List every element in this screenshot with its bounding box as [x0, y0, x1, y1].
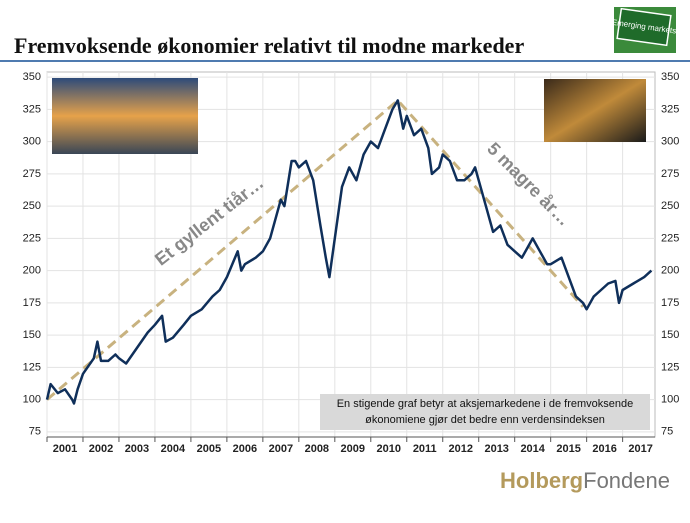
y2-tick-label: 75 [661, 426, 673, 438]
y-tick-label: 100 [23, 394, 41, 406]
y2-tick-label: 225 [661, 232, 679, 244]
y2-tick-label: 325 [661, 103, 679, 115]
note-line: En stigende graf betyr at aksjemarkedene… [337, 398, 634, 410]
brand-part: Holberg [500, 468, 583, 493]
y-tick-label: 275 [23, 168, 41, 180]
x-tick-label: 2008 [305, 443, 329, 455]
y-tick-label: 350 [23, 71, 41, 83]
y2-tick-label: 250 [661, 200, 679, 212]
x-tick-label: 2007 [269, 443, 293, 455]
x-tick-label: 2010 [377, 443, 401, 455]
photo-protest [544, 79, 646, 142]
x-tick-label: 2003 [125, 443, 149, 455]
note-line: økonomiene gjør det bedre enn verdensind… [365, 414, 605, 426]
x-tick-label: 2015 [556, 443, 580, 455]
y2-tick-label: 100 [661, 394, 679, 406]
badge: Emerging markets [611, 7, 677, 53]
y2-tick-label: 200 [661, 265, 679, 277]
y-tick-label: 250 [23, 200, 41, 212]
note-box [320, 394, 650, 430]
x-tick-label: 2001 [53, 443, 77, 455]
x-tick-label: 2014 [520, 443, 545, 455]
y2-tick-label: 300 [661, 136, 679, 148]
y-tick-label: 75 [29, 426, 41, 438]
x-tick-label: 2004 [161, 443, 186, 455]
y-tick-label: 325 [23, 103, 41, 115]
y2-tick-label: 350 [661, 71, 679, 83]
y-tick-label: 225 [23, 232, 41, 244]
y-tick-label: 300 [23, 136, 41, 148]
x-tick-label: 2016 [592, 443, 616, 455]
y2-tick-label: 175 [661, 297, 679, 309]
photo-city [52, 78, 198, 154]
brand-part: Fondene [583, 468, 670, 493]
y-tick-label: 200 [23, 265, 41, 277]
brand: HolbergFondene [500, 468, 670, 493]
trendline [46, 98, 585, 401]
x-tick-label: 2013 [484, 443, 508, 455]
x-tick-label: 2011 [413, 443, 437, 455]
x-tick-label: 2006 [233, 443, 257, 455]
line [45, 99, 653, 405]
y-tick-label: 125 [23, 361, 41, 373]
y-tick-label: 175 [23, 297, 41, 309]
x-tick-label: 2002 [89, 443, 113, 455]
y2-tick-label: 275 [661, 168, 679, 180]
x-tick-label: 2012 [448, 443, 472, 455]
y-tick-label: 150 [23, 329, 41, 341]
title: Fremvoksende økonomier relativt til modn… [14, 33, 524, 58]
x-tick-label: 2009 [341, 443, 365, 455]
y2-tick-label: 150 [661, 329, 679, 341]
x-tick-label: 2017 [628, 443, 652, 455]
y2-tick-label: 125 [661, 361, 679, 373]
x-tick-label: 2005 [197, 443, 221, 455]
